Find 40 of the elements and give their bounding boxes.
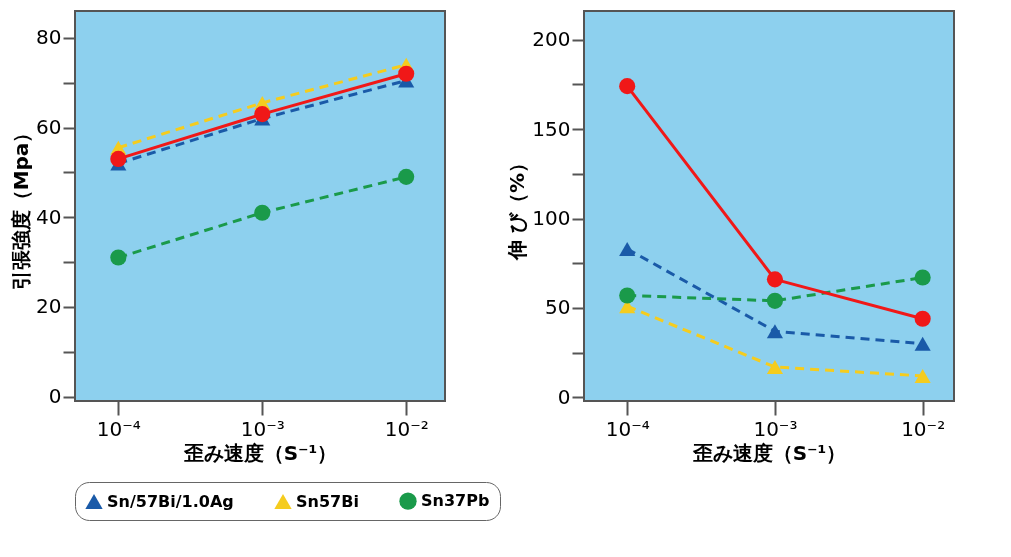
y-axis-title: 引張強度（Mpa） <box>9 122 34 291</box>
point <box>914 269 931 286</box>
point <box>619 241 636 256</box>
point <box>398 65 415 82</box>
point <box>914 336 931 351</box>
point <box>398 168 415 185</box>
y-tick-label: 40 <box>36 204 62 229</box>
x-axis-title: 歪み速度（S⁻¹） <box>691 440 847 465</box>
point <box>766 271 783 288</box>
y-tick-label: 20 <box>36 294 62 319</box>
point <box>254 204 271 221</box>
point <box>619 78 636 95</box>
legend-label: Sn37Pb <box>421 491 490 511</box>
y-tick-label: 0 <box>557 384 571 409</box>
y-tick-label: 200 <box>532 27 571 52</box>
x-axis-title: 歪み速度（S⁻¹） <box>182 440 338 465</box>
point <box>766 360 783 374</box>
point <box>619 287 636 304</box>
y-tick-label: 50 <box>545 295 571 320</box>
y-tick-label: 0 <box>48 384 62 409</box>
legend-label: Sn/57Bi/1.0Ag <box>107 491 234 511</box>
point <box>110 150 127 167</box>
y-tick-label: 80 <box>36 25 62 50</box>
x-tick-label: 10⁻⁴ <box>605 416 650 441</box>
point <box>254 106 271 123</box>
legend-label: Sn57Bi <box>296 491 359 511</box>
y-tick-label: 100 <box>532 206 571 231</box>
x-tick-label: 10⁻² <box>901 416 946 441</box>
point <box>914 310 931 327</box>
x-tick-label: 10⁻² <box>384 416 429 441</box>
point <box>110 249 127 266</box>
y-tick-label: 60 <box>36 115 62 140</box>
y-axis-title: 伸 び（%） <box>505 152 530 262</box>
point <box>914 368 931 383</box>
point <box>766 292 783 309</box>
y-tick-label: 150 <box>532 116 571 141</box>
x-tick-label: 10⁻⁴ <box>96 416 141 441</box>
point <box>766 324 783 339</box>
x-tick-label: 10⁻³ <box>753 416 798 441</box>
x-tick-label: 10⁻³ <box>240 416 285 441</box>
